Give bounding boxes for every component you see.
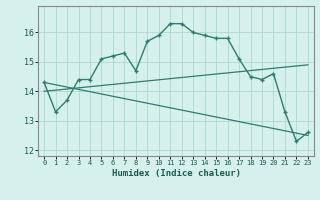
X-axis label: Humidex (Indice chaleur): Humidex (Indice chaleur): [111, 169, 241, 178]
